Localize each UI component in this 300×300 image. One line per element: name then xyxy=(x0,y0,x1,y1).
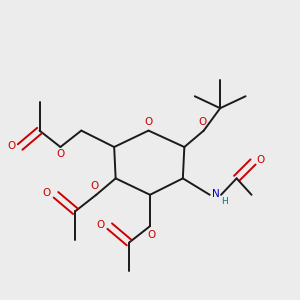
Text: O: O xyxy=(147,230,156,239)
Text: N: N xyxy=(212,189,220,199)
Text: O: O xyxy=(8,140,16,151)
Text: O: O xyxy=(97,220,105,230)
Text: O: O xyxy=(91,182,99,191)
Text: O: O xyxy=(144,117,153,127)
Text: O: O xyxy=(43,188,51,198)
Text: O: O xyxy=(56,149,64,160)
Text: H: H xyxy=(221,197,227,206)
Text: O: O xyxy=(256,155,265,166)
Text: O: O xyxy=(198,117,206,127)
